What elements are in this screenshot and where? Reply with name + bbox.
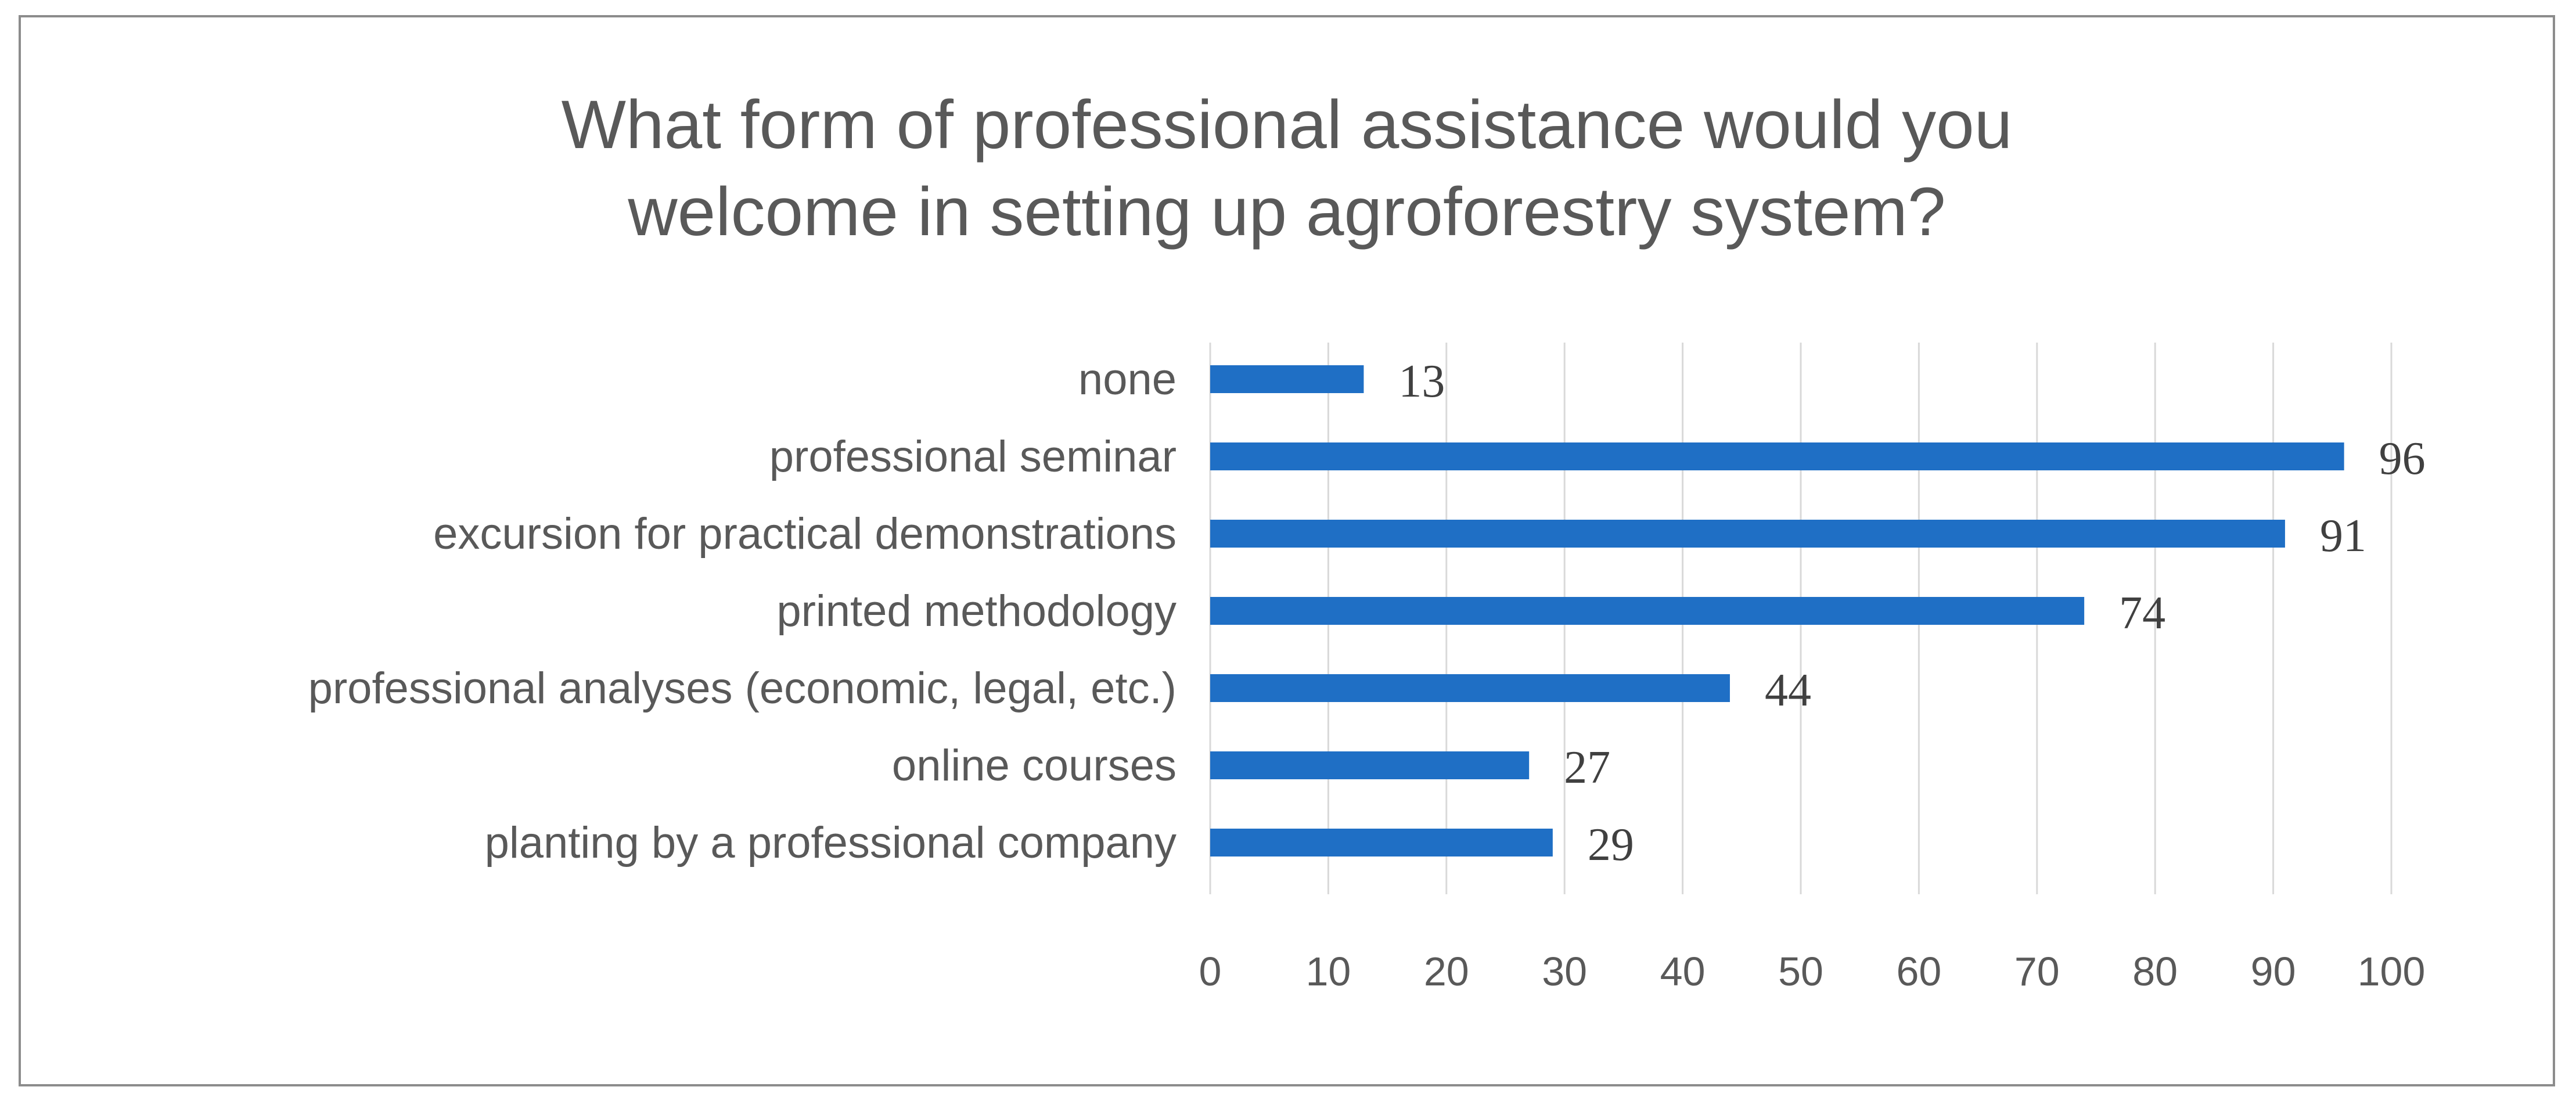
x-tick-label: 30 [1542,949,1587,994]
chart-title-line-2: welcome in setting up agroforestry syste… [627,174,1945,250]
category-label: planting by a professional company [485,818,1177,868]
data-labels: 13 96 91 74 44 27 29 [1398,356,2425,870]
bars [1210,365,2344,857]
bar [1210,751,1530,779]
bar-chart: What form of professional assistance wou… [308,87,2426,994]
data-label: 13 [1398,356,1445,407]
bar [1210,365,1364,393]
bar [1210,829,1553,857]
data-label: 29 [1588,819,1634,870]
x-axis-tick-labels: 0 10 20 30 40 50 60 70 80 90 100 [1199,949,2426,994]
x-tick-label: 20 [1424,949,1469,994]
data-label: 27 [1564,742,1610,793]
x-tick-label: 40 [1660,949,1706,994]
data-label: 96 [2379,433,2426,484]
x-tick-label: 100 [2358,949,2426,994]
chart-title: What form of professional assistance wou… [562,87,2013,250]
bar [1210,674,1730,702]
chart-title-line-1: What form of professional assistance wou… [562,87,2013,163]
bar [1210,597,2085,625]
category-label: professional seminar [769,432,1177,481]
data-label: 91 [2320,510,2366,562]
x-tick-label: 70 [2014,949,2060,994]
category-labels: none professional seminar excursion for pr… [308,355,1177,868]
x-tick-label: 0 [1199,949,1222,994]
category-label: none [1078,355,1177,404]
x-tick-label: 60 [1896,949,1941,994]
bar [1210,442,2344,470]
data-label: 44 [1765,665,1811,716]
chart-frame: What form of professional assistance wou… [19,15,2555,1086]
x-tick-label: 80 [2132,949,2178,994]
data-label: 74 [2119,588,2165,639]
category-label: professional analyses (economic, legal, … [308,664,1177,713]
x-tick-label: 50 [1778,949,1823,994]
x-tick-label: 10 [1305,949,1351,994]
x-tick-label: 90 [2251,949,2296,994]
category-label: excursion for practical demonstrations [433,509,1177,559]
bar [1210,520,2285,548]
category-label: online courses [892,741,1177,790]
category-label: printed methodology [776,586,1177,636]
